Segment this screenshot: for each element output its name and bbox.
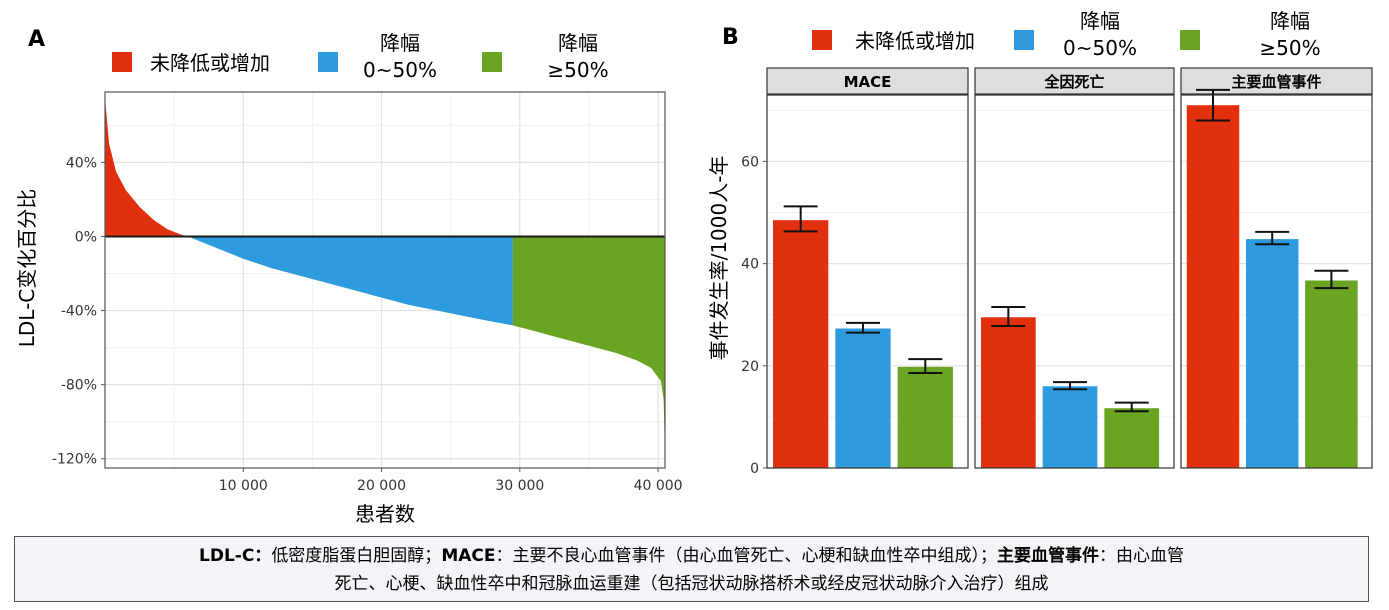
- bar-0-1: [835, 328, 891, 468]
- bar-1-1: [1042, 386, 1098, 468]
- legend-label-a-2-line1: 降幅: [558, 31, 598, 55]
- ytick-label-a-1: 0%: [75, 229, 97, 245]
- legend-label-b-1-line2: 0~50%: [1063, 36, 1137, 60]
- bar-2-2: [1305, 280, 1358, 468]
- legend-label-a-1-line2: 0~50%: [363, 58, 437, 82]
- legend-label-b-2-line2: ≥50%: [1259, 36, 1320, 60]
- bar-2-0: [1186, 105, 1240, 468]
- facet-frame-1: [974, 94, 1175, 469]
- footnote-box: LDL-C：低密度脂蛋白胆固醇；MACE：主要不良心血管事件（由心血管死亡、心梗…: [14, 536, 1369, 602]
- area-series-2: [512, 236, 665, 456]
- footnote-term-mace: MACE: [441, 546, 496, 566]
- legend-swatch-a-2: [482, 52, 502, 72]
- panel-a-label: A: [28, 27, 45, 52]
- ytick-label-a-2: -40%: [61, 304, 97, 320]
- facet-frame-0: [766, 94, 969, 469]
- panel-b-ylabel: 事件发生率/1000人-年: [707, 156, 731, 361]
- bar-0-0: [773, 220, 829, 468]
- bar-1-2: [1104, 408, 1160, 468]
- ytick-label-a-4: -120%: [52, 452, 97, 468]
- legend-swatch-a-1: [318, 52, 338, 72]
- facet-strip-0: [766, 67, 969, 95]
- xtick-label-a-3: 40 000: [634, 478, 683, 494]
- bar-0-2: [897, 366, 953, 468]
- footnote-def-ldlc: 低密度脂蛋白胆固醇；: [271, 546, 442, 566]
- footnote-def-major: ：由心血管: [1098, 546, 1184, 566]
- facet-strip-label-2: 主要血管事件: [1231, 73, 1321, 91]
- xtick-label-a-2: 30 000: [495, 478, 544, 494]
- panel-a-chart: A 未降低或增加 降幅 0~50% 降幅 ≥50% 40% 0% -40% -80% -…: [15, 27, 683, 526]
- xtick-label-a-0: 10 000: [219, 478, 268, 494]
- legend-label-a-1-line1: 降幅: [380, 31, 420, 55]
- footnote-def-mace: ：主要不良心血管事件（由心血管死亡、心梗和缺血性卒中组成）；: [495, 546, 997, 566]
- panel-a-ylabel: LDL-C变化百分比: [15, 189, 39, 348]
- ytick-label-b-2: 40: [741, 257, 759, 273]
- ytick-label-b-3: 60: [741, 154, 759, 170]
- panel-b-chart: B 未降低或增加 降幅 0~50% 降幅 ≥50% MACE 全因死亡 主要血管事件…: [707, 9, 1373, 477]
- ytick-label-a-3: -80%: [61, 378, 97, 394]
- legend-label-b-2-line1: 降幅: [1270, 9, 1310, 33]
- footnote-term-ldlc: LDL-C：: [199, 546, 272, 566]
- legend-swatch-a-0: [112, 52, 132, 72]
- panel-b-legend: 未降低或增加 降幅 0~50% 降幅 ≥50%: [812, 9, 1321, 60]
- legend-label-b-0: 未降低或增加: [855, 29, 975, 53]
- ytick-label-b-0: 0: [750, 461, 759, 477]
- footnote-term-major: 主要血管事件: [996, 546, 1099, 566]
- facet-strip-label-1: 全因死亡: [1043, 73, 1104, 91]
- area-series-1: [187, 236, 513, 326]
- legend-label-a-0: 未降低或增加: [150, 51, 270, 75]
- panel-b-label: B: [722, 25, 739, 50]
- panel-a-legend: 未降低或增加 降幅 0~50% 降幅 ≥50%: [112, 31, 609, 82]
- legend-swatch-b-1: [1014, 30, 1034, 50]
- facet-strip-label-0: MACE: [844, 73, 892, 91]
- bar-2-1: [1245, 239, 1299, 468]
- footnote-def-major-cont: 死亡、心梗、缺血性卒中和冠脉血运重建（包括冠状动脉搭桥术或经皮冠状动脉介入治疗）…: [334, 574, 1049, 594]
- xtick-label-a-1: 20 000: [357, 478, 406, 494]
- legend-label-b-1-line1: 降幅: [1080, 9, 1120, 33]
- facet-strip-1: [974, 67, 1175, 95]
- legend-label-a-2-line2: ≥50%: [547, 58, 608, 82]
- area-series-0: [105, 97, 188, 237]
- legend-swatch-b-2: [1180, 30, 1200, 50]
- facet-frame-2: [1180, 94, 1373, 469]
- panel-a-frame: [104, 91, 666, 469]
- ytick-label-b-1: 20: [741, 359, 759, 375]
- panel-a-xlabel: 患者数: [355, 502, 415, 526]
- bar-1-0: [980, 317, 1036, 468]
- legend-swatch-b-0: [812, 30, 832, 50]
- ytick-label-a-0: 40%: [66, 155, 97, 171]
